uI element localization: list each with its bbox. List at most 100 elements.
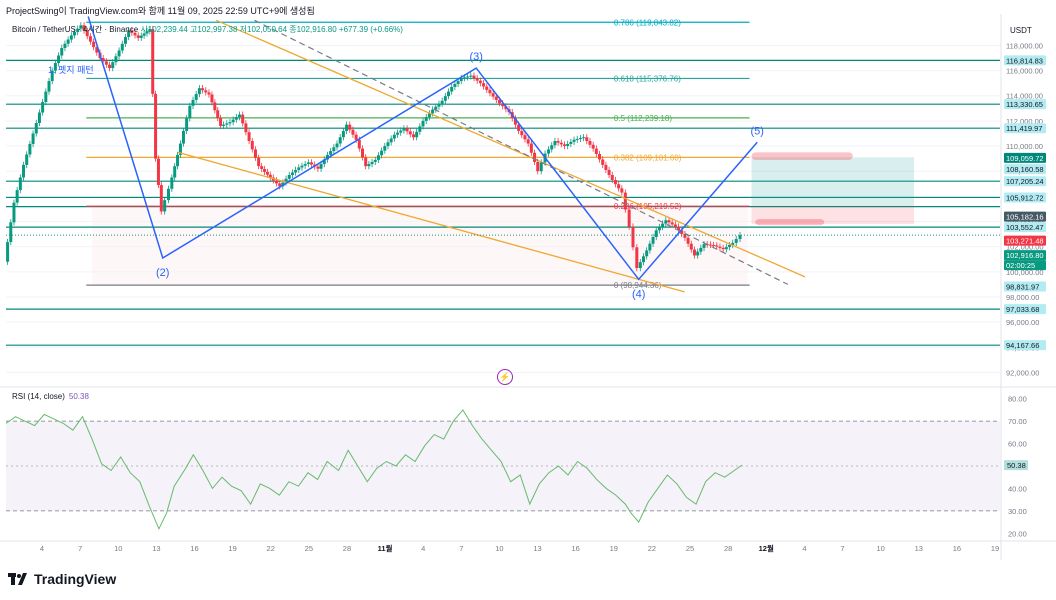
candle-body — [191, 99, 195, 106]
candle-body — [677, 226, 681, 231]
time-axis-label: 16 — [953, 544, 961, 553]
candle-body — [9, 222, 13, 243]
price-tag-text: 111,419.97 — [1006, 124, 1042, 133]
pattern-note[interactable]: 1. 펫지 패턴 — [48, 65, 94, 75]
candle-body — [702, 244, 706, 248]
candle-body — [278, 183, 282, 187]
candle-body — [386, 142, 390, 147]
candle-body — [44, 91, 48, 103]
candle-body — [297, 167, 301, 170]
candle-body — [345, 124, 349, 131]
candle-body — [667, 220, 671, 223]
price-tag — [1004, 281, 1046, 292]
candle-body — [194, 94, 198, 100]
candle-body — [351, 129, 355, 135]
candle-body — [408, 131, 412, 135]
price-tag-text: 109,059.72 — [1006, 154, 1044, 163]
price-axis-layer: 92,000.0094,000.0096,000.0098,000.00100,… — [6, 41, 1046, 377]
symbol-legend[interactable]: Bitcoin / TetherUS · 4시간 · Binance 시102,… — [12, 24, 403, 35]
price-axis-label: 112,000.00 — [1006, 117, 1043, 126]
candle-body — [117, 50, 121, 57]
candle-body — [664, 220, 668, 224]
time-axis-label: 7 — [78, 544, 82, 553]
candle-body — [268, 174, 272, 178]
candle-body — [142, 33, 146, 36]
candle-body — [244, 123, 248, 133]
candle-body — [197, 88, 201, 95]
candle-body — [348, 124, 352, 130]
price-axis-label: 100,000.00 — [1006, 268, 1044, 277]
candle-body — [501, 103, 505, 107]
fib-level-label: 0.618 (115,376.76) — [614, 74, 681, 83]
candle-body — [15, 190, 19, 203]
price-tag — [1004, 222, 1046, 233]
candle-body — [598, 154, 602, 160]
tradingview-logo[interactable]: TradingView — [8, 571, 116, 587]
candle-body — [154, 93, 158, 159]
time-axis-label: 12월 — [759, 543, 774, 553]
candle-body — [459, 78, 463, 82]
symbol-name[interactable]: Bitcoin / TetherUS · 4시간 · Binance — [12, 25, 139, 34]
candle-body — [569, 141, 573, 144]
candle-body — [88, 36, 92, 42]
price-tag — [1004, 176, 1046, 187]
price-tag-text: 103,271.48 — [1006, 237, 1044, 246]
candle-body — [661, 223, 665, 227]
candle-body — [28, 143, 32, 155]
candle-body — [253, 149, 257, 158]
candle-body — [494, 96, 498, 100]
candle-body — [338, 137, 342, 144]
price-tag — [1004, 304, 1046, 315]
candle-body — [482, 83, 486, 87]
candle-body — [204, 90, 208, 93]
candle-body — [488, 89, 492, 94]
lightning-icon[interactable]: ⚡ — [497, 369, 513, 385]
price-axis-label: 96,000.00 — [1006, 318, 1039, 327]
candle-body — [316, 166, 320, 169]
candle-body — [604, 164, 608, 170]
elliott-wave-path — [87, 16, 758, 281]
candle-body — [222, 124, 226, 126]
candle-body — [405, 128, 409, 132]
fib-level-label: 0.5 (112,239.18) — [614, 114, 672, 123]
currency-label[interactable]: USDT — [1010, 26, 1032, 35]
price-tag — [1004, 192, 1046, 203]
candle-body — [635, 247, 639, 269]
price-axis-label: 114,000.00 — [1006, 92, 1043, 101]
candle-body — [176, 154, 180, 167]
candle-body — [63, 43, 67, 48]
ohlc-values: 시102,239.44 고102,997.38 저102,050.64 종102… — [140, 25, 403, 34]
price-tag-text: 113,330.65 — [1006, 100, 1043, 109]
candle-body — [185, 118, 189, 131]
candle-body — [213, 102, 217, 111]
candle-body — [104, 61, 108, 65]
candle-body — [437, 103, 441, 107]
elliott-wave-label: (3) — [470, 51, 483, 63]
fib-level-label: 0 (98,944.36) — [614, 281, 662, 290]
rsi-axis-label: 80.00 — [1008, 395, 1027, 404]
price-tag — [1004, 123, 1046, 134]
candle-body — [566, 143, 570, 147]
price-tag-text: 98,831.97 — [1006, 283, 1039, 292]
price-tag — [1004, 99, 1046, 110]
rsi-legend[interactable]: RSI (14, close) 50.38 — [12, 392, 89, 401]
candle-body — [651, 237, 655, 244]
candle-body — [60, 47, 64, 56]
time-axis-label: 10 — [876, 544, 884, 553]
candle-body — [411, 134, 415, 138]
candle-body — [638, 262, 642, 269]
candle-body — [22, 164, 26, 178]
price-tag-text: 97,033.68 — [1006, 305, 1039, 314]
candle-body — [392, 134, 396, 139]
candle-body — [53, 63, 57, 71]
candle-body — [322, 159, 326, 165]
candle-body — [225, 123, 229, 125]
tradingview-logo-icon — [8, 573, 27, 585]
candle-body — [559, 142, 563, 145]
candle-body — [699, 247, 703, 252]
price-axis-label: 104,000.00 — [1006, 218, 1044, 227]
candle-body — [287, 174, 291, 179]
candle-body — [696, 251, 700, 256]
candle-body — [127, 30, 131, 38]
